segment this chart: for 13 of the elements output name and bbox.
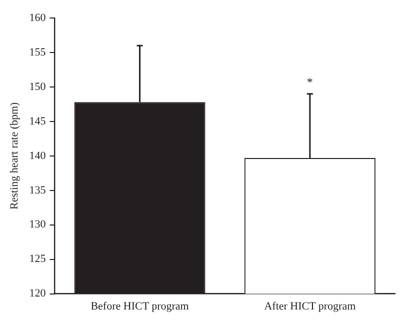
y-tick-label: 130 (29, 218, 46, 231)
y-tick-label: 120 (29, 288, 46, 300)
x-tick-label: Before HICT program (90, 300, 190, 312)
x-tick-label: After HICT program (264, 300, 356, 312)
y-tick-label: 140 (29, 150, 46, 162)
y-tick-label: 125 (29, 253, 46, 266)
y-tick-label: 135 (29, 184, 46, 196)
annotation: * (306, 75, 313, 89)
y-tick-label: 145 (29, 115, 46, 128)
y-tick-label: 155 (29, 46, 46, 58)
y-tick-label: 150 (29, 80, 46, 93)
y-tick-label: 160 (29, 12, 46, 24)
y-axis-title: Resting heart rate (bpm) (8, 102, 20, 210)
